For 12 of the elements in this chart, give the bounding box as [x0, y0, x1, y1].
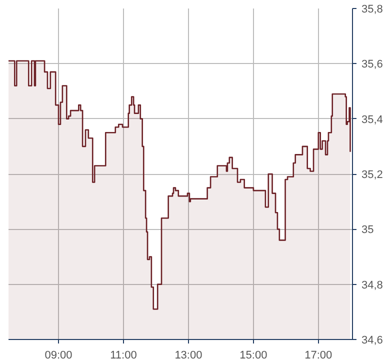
y-tick-label: 35 — [362, 224, 374, 236]
y-tick-label: 35,4 — [362, 114, 383, 126]
y-tick-label: 35,8 — [362, 4, 383, 16]
x-tick-label: 17:00 — [304, 350, 332, 362]
y-tick-label: 34,6 — [362, 334, 383, 346]
x-tick-label: 09:00 — [44, 350, 72, 362]
x-tick-label: 13:00 — [174, 350, 202, 362]
y-tick-label: 35,2 — [362, 169, 383, 181]
y-tick-label: 35,6 — [362, 58, 383, 71]
x-tick-label: 15:00 — [240, 350, 268, 362]
y-tick-label: 34,8 — [362, 279, 383, 292]
x-tick-label: 11:00 — [110, 350, 137, 362]
